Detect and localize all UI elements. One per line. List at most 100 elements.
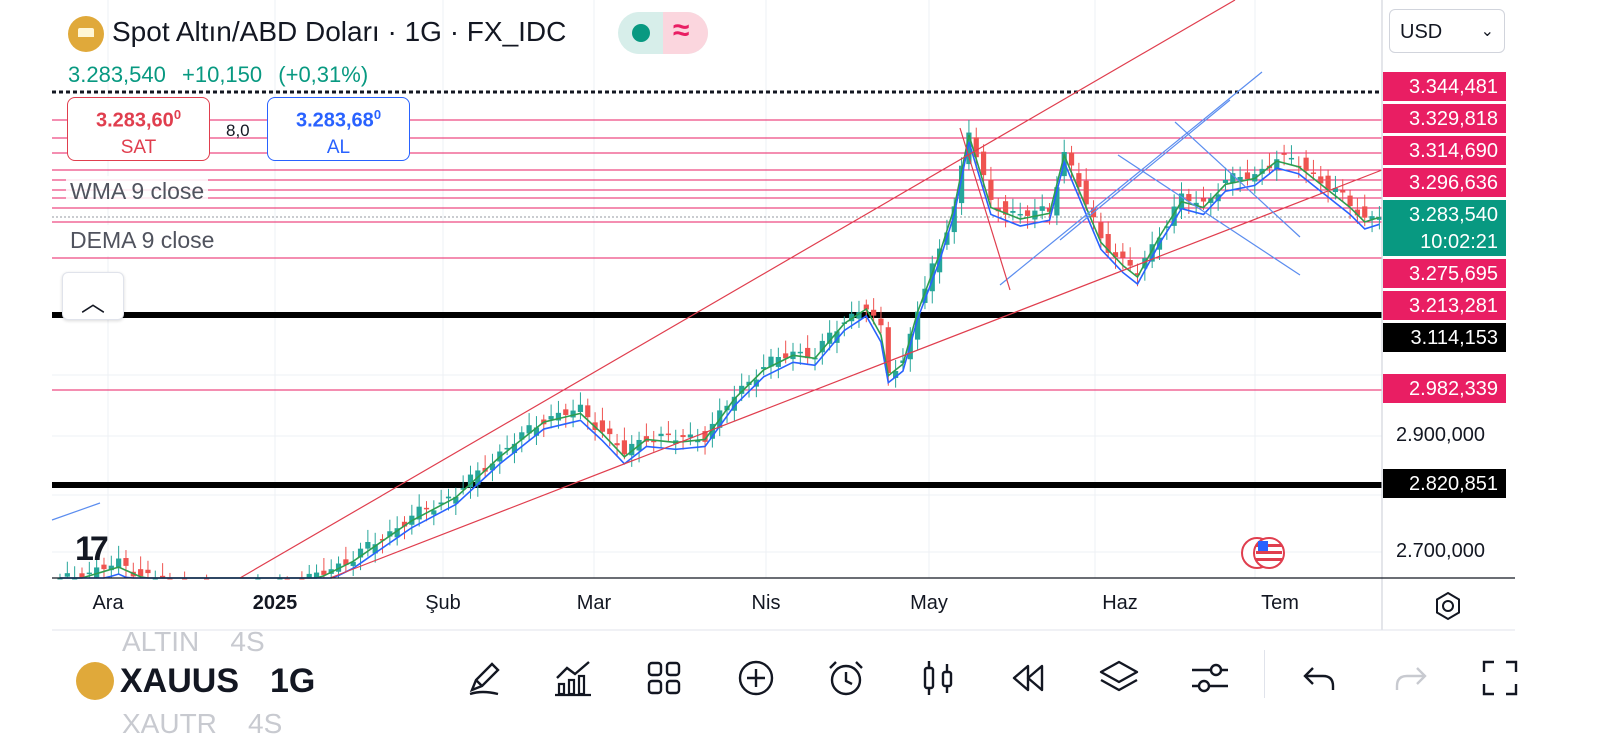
price-label: 3.329,818 (1383, 104, 1506, 133)
candle-body (372, 544, 378, 554)
fullscreen-button[interactable] (1478, 656, 1522, 700)
candle-body (1237, 176, 1243, 182)
candle-body (86, 572, 92, 575)
candle-body (966, 132, 972, 165)
candle-body (1098, 222, 1104, 239)
buy-price: 3.283,68 (295, 109, 374, 132)
candle-body (629, 443, 635, 456)
candle-body (915, 311, 921, 340)
ghost-res-below-text: 4S (248, 708, 283, 739)
price-change: +10,150 (182, 62, 263, 87)
market-open-dot-icon (632, 24, 650, 42)
candle-body (116, 558, 122, 569)
candle-body (768, 356, 774, 367)
axis-label-2700: 2.700,000 (1396, 540, 1485, 562)
trendline (1059, 99, 1231, 241)
candle-body (423, 507, 430, 510)
draw-icon (469, 662, 500, 696)
trendline (959, 127, 1011, 291)
time-label: Ara (92, 592, 124, 614)
indicator-dema-label[interactable]: DEMA 9 close (66, 225, 219, 256)
candle-body (460, 488, 466, 490)
candle-body (1274, 159, 1280, 170)
candle-body (1076, 173, 1082, 187)
axis-label-2900: 2.900,000 (1396, 424, 1485, 446)
us-flag-icon[interactable] (1240, 536, 1286, 570)
settings-button[interactable] (1188, 656, 1232, 700)
trendlines[interactable] (51, 0, 1383, 579)
candle-body (885, 327, 891, 373)
indicators-button[interactable] (551, 656, 595, 700)
symbol-title[interactable]: Spot Altın/ABD Doları · 1G · FX_IDC (112, 16, 567, 47)
resolution-picker[interactable]: 1G (270, 662, 316, 700)
chart-type-button[interactable] (916, 656, 960, 700)
candle-body (64, 573, 70, 577)
candle-body (379, 538, 386, 541)
currency-select[interactable]: USD ⌄ (1389, 9, 1505, 53)
candle-body (819, 340, 825, 353)
candle-body (101, 564, 107, 570)
replay-button[interactable] (1006, 656, 1050, 700)
wma-9-line (60, 134, 1380, 579)
price-summary: 3.283,540 +10,150 (+0,31%) (68, 62, 378, 88)
candle-body (834, 331, 840, 343)
candle-body (350, 561, 356, 566)
candle-body (827, 332, 833, 344)
candle-body (431, 510, 437, 515)
candle-body (856, 312, 862, 319)
candle-body (1017, 213, 1023, 216)
axis-settings-icon[interactable] (1432, 590, 1464, 622)
candle-body (1310, 172, 1317, 174)
draw-tool-button[interactable] (462, 656, 506, 700)
tradingview-logo: 17 (75, 530, 109, 568)
alert-button[interactable] (824, 656, 868, 700)
candle-body (343, 559, 349, 565)
replay-icon (1012, 664, 1044, 692)
candle-body (533, 427, 540, 436)
layers-button[interactable] (1097, 656, 1141, 700)
candle-body (138, 569, 144, 577)
price-label: 10:02:21 (1383, 227, 1506, 256)
candle-body (695, 440, 701, 443)
time-label: 2025 (252, 592, 298, 614)
candle-body (438, 502, 444, 505)
sell-button[interactable]: 3.283,600 SAT (67, 97, 210, 161)
candle-body (1230, 173, 1236, 184)
candle-body (651, 440, 657, 443)
undo-button[interactable] (1297, 656, 1341, 700)
candle-body (680, 435, 686, 438)
market-status-pill[interactable]: ≈ (618, 12, 708, 54)
price-label: 2.982,339 (1383, 374, 1506, 403)
last-price: 3.283,540 (68, 62, 166, 87)
templates-button[interactable] (642, 656, 686, 700)
price-label: 3.283,540 (1383, 200, 1506, 229)
candle-body (467, 474, 474, 488)
candle-body (973, 137, 979, 158)
symbol-picker[interactable]: XAUUS (120, 662, 240, 700)
sell-price-wrap: 3.283,600 (68, 107, 209, 133)
price-label: 3.314,690 (1383, 136, 1506, 165)
candle-body (526, 425, 532, 434)
indicator-wma-label[interactable]: WMA 9 close (66, 176, 209, 207)
gold-symbol-logo (68, 16, 104, 52)
candle-body (1340, 190, 1346, 193)
trendline (239, 0, 1236, 579)
time-label: Nis (751, 592, 781, 614)
candle-body (1083, 180, 1089, 205)
buy-button[interactable]: 3.283,680 AL (267, 97, 410, 161)
candle-body (1325, 175, 1331, 190)
indicators-icon (555, 661, 591, 697)
candle-body (1281, 153, 1287, 155)
candle-body (401, 521, 408, 527)
trendline (1174, 121, 1301, 238)
time-label: Şub (425, 592, 461, 614)
collapse-legend-button[interactable]: ︿ (62, 272, 124, 320)
redo-button[interactable] (1389, 656, 1433, 700)
candle-body (108, 565, 114, 571)
approx-icon: ≈ (673, 14, 690, 47)
candle-body (489, 463, 496, 471)
candle-body (416, 506, 422, 520)
add-button[interactable] (734, 656, 778, 700)
time-label: Tem (1261, 592, 1299, 614)
